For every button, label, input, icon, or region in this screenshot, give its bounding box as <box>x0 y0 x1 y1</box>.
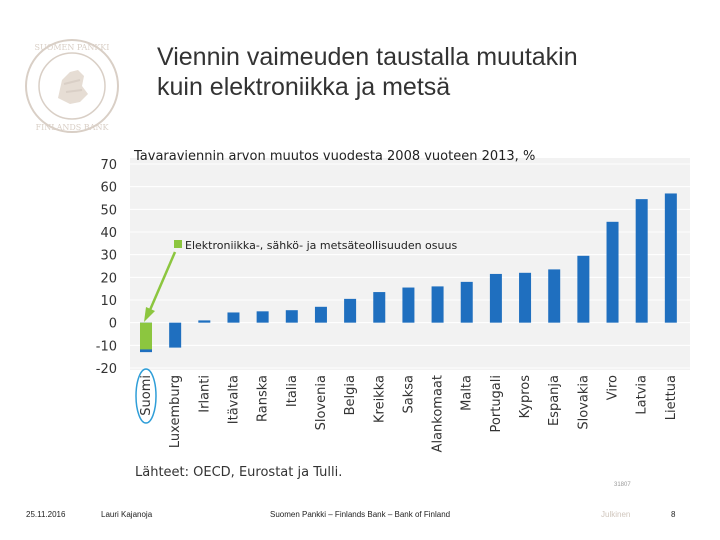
bar <box>314 306 327 323</box>
x-category-label: Liettua <box>664 375 679 420</box>
x-category-label: Latvia <box>635 375 650 415</box>
chart-title: Tavaraviennin arvon muutos vuodesta 2008… <box>133 149 535 164</box>
bar <box>227 312 240 323</box>
svg-text:SUOMEN PANKKI: SUOMEN PANKKI <box>35 43 110 52</box>
x-category-label: Portugali <box>489 375 504 432</box>
x-category-label: Kreikka <box>372 375 387 423</box>
bar <box>635 199 648 323</box>
bar <box>577 255 590 323</box>
y-tick-label: 30 <box>100 249 117 264</box>
bar <box>285 310 298 323</box>
chart-code: 31807 <box>614 482 631 488</box>
y-tick-label: -10 <box>96 339 117 354</box>
x-category-label: Viro <box>606 375 621 400</box>
bar <box>344 298 357 323</box>
x-category-label: Suomi <box>139 375 154 416</box>
slide-title-line-1: Viennin vaimeuden taustalla muutakin <box>157 43 578 71</box>
highlight-bar <box>140 322 152 350</box>
bar <box>489 273 502 323</box>
annotation-arrow <box>148 251 177 311</box>
y-tick-label: 70 <box>100 158 117 173</box>
y-tick-label: 0 <box>109 317 117 332</box>
x-category-label: Slovenia <box>314 375 329 430</box>
suomen-pankki-logo: SUOMEN PANKKI FINLANDS BANK <box>25 39 119 133</box>
bar <box>373 292 386 323</box>
footer-author: Lauri Kajanoja <box>101 510 153 519</box>
x-category-label: Kypros <box>518 375 533 419</box>
x-category-label: Saksa <box>401 375 416 414</box>
footer-classification: Julkinen <box>601 510 631 519</box>
bar <box>606 221 619 323</box>
y-tick-label: 20 <box>100 271 117 286</box>
bar <box>256 311 269 323</box>
svg-text:FINLANDS BANK: FINLANDS BANK <box>36 123 110 132</box>
y-tick-label: -20 <box>96 362 117 377</box>
y-axis-ticks: 70 60 50 40 30 20 10 0 -10 -20 <box>96 158 117 377</box>
legend-marker <box>174 240 182 248</box>
footer-page-number: 8 <box>671 510 676 519</box>
slide-title: Viennin vaimeuden taustalla muutakin kui… <box>157 42 697 102</box>
highlight-circle <box>135 368 157 424</box>
x-category-label: Espanja <box>547 375 562 426</box>
bar <box>198 320 211 323</box>
x-category-label: Italia <box>285 375 300 407</box>
x-category-label: Malta <box>460 375 475 411</box>
x-category-label: Ranska <box>256 375 271 422</box>
annotation-arrowhead <box>144 307 155 322</box>
bar <box>431 286 444 323</box>
grid-lines <box>130 163 690 369</box>
y-tick-label: 50 <box>100 203 117 218</box>
plot-background <box>130 158 690 370</box>
bar <box>548 269 561 323</box>
bar <box>519 272 532 323</box>
bars <box>140 193 677 353</box>
y-tick-label: 60 <box>100 181 117 196</box>
footer-date: 25.11.2016 <box>26 510 66 519</box>
bar <box>460 281 473 323</box>
slide-title-line-2: kuin elektroniikka ja metsä <box>157 73 451 101</box>
x-category-label: Luxemburg <box>168 375 183 448</box>
x-category-label: Itävalta <box>226 375 241 424</box>
y-tick-label: 10 <box>100 294 117 309</box>
y-tick-label: 40 <box>100 226 117 241</box>
bar <box>402 287 415 323</box>
x-category-label: Alankomaat <box>431 375 446 452</box>
footer-organization: Suomen Pankki – Finlands Bank – Bank of … <box>270 510 451 519</box>
x-category-label: Slovakia <box>576 375 591 430</box>
bar <box>169 322 182 348</box>
x-category-label: Irlanti <box>197 375 212 413</box>
x-category-label: Belgia <box>343 375 358 415</box>
bar-chart: 70 60 50 40 30 20 10 0 -10 -20 Suomi Luxemburg Irla… <box>96 149 690 453</box>
x-axis-labels: Suomi Luxemburg Irlanti Itävalta Ranska Itali… <box>139 375 679 453</box>
bar <box>664 193 677 323</box>
annotation-label: Elektroniikka-, sähkö- ja metsäteollisuu… <box>185 239 457 252</box>
source-note: Lähteet: OECD, Eurostat ja Tulli. <box>135 465 343 480</box>
